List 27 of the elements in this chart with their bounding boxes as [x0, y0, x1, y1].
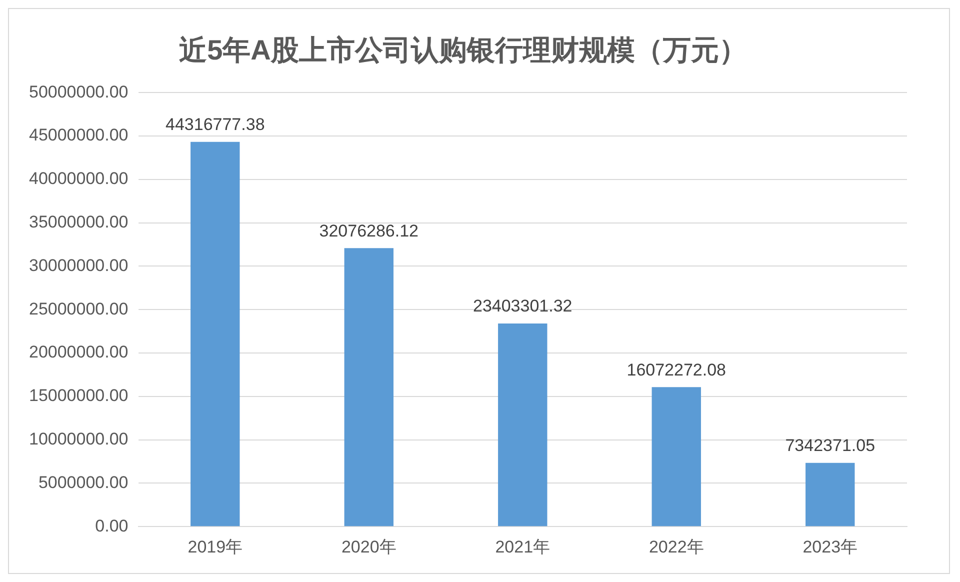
- bar: [806, 462, 855, 526]
- bar: [190, 142, 240, 526]
- data-label: 32076286.12: [319, 221, 419, 240]
- chart-title: 近5年A股上市公司认购银行理财规模（万元）: [179, 34, 747, 66]
- x-tick-label: 2019年: [188, 537, 243, 556]
- x-tick-label: 2021年: [495, 537, 550, 556]
- data-label: 7342371.05: [785, 436, 876, 456]
- y-tick-label: 0.00: [95, 516, 128, 536]
- x-tick-label: 2022年: [648, 537, 704, 556]
- y-tick-label: 15000000.00: [28, 386, 128, 406]
- y-tick-label: 20000000.00: [28, 342, 128, 362]
- data-label: 44316777.38: [166, 115, 265, 134]
- y-tick-label: 10000000.00: [28, 429, 128, 448]
- x-tick-label: 2023年: [802, 537, 858, 556]
- y-tick-label: 45000000.00: [28, 126, 128, 145]
- bar: [498, 323, 548, 526]
- y-tick-label: 25000000.00: [28, 299, 128, 318]
- x-tick-label: 2020年: [341, 537, 396, 556]
- y-tick-label: 50000000.00: [28, 82, 128, 102]
- y-tick-label: 5000000.00: [38, 472, 128, 492]
- y-tick-label: 30000000.00: [28, 256, 128, 275]
- data-label: 16072272.08: [626, 360, 726, 380]
- y-tick-label: 40000000.00: [28, 169, 128, 188]
- bar: [652, 387, 701, 526]
- bar: [344, 248, 394, 526]
- data-label: 23403301.32: [472, 296, 572, 316]
- y-tick-label: 35000000.00: [28, 212, 128, 232]
